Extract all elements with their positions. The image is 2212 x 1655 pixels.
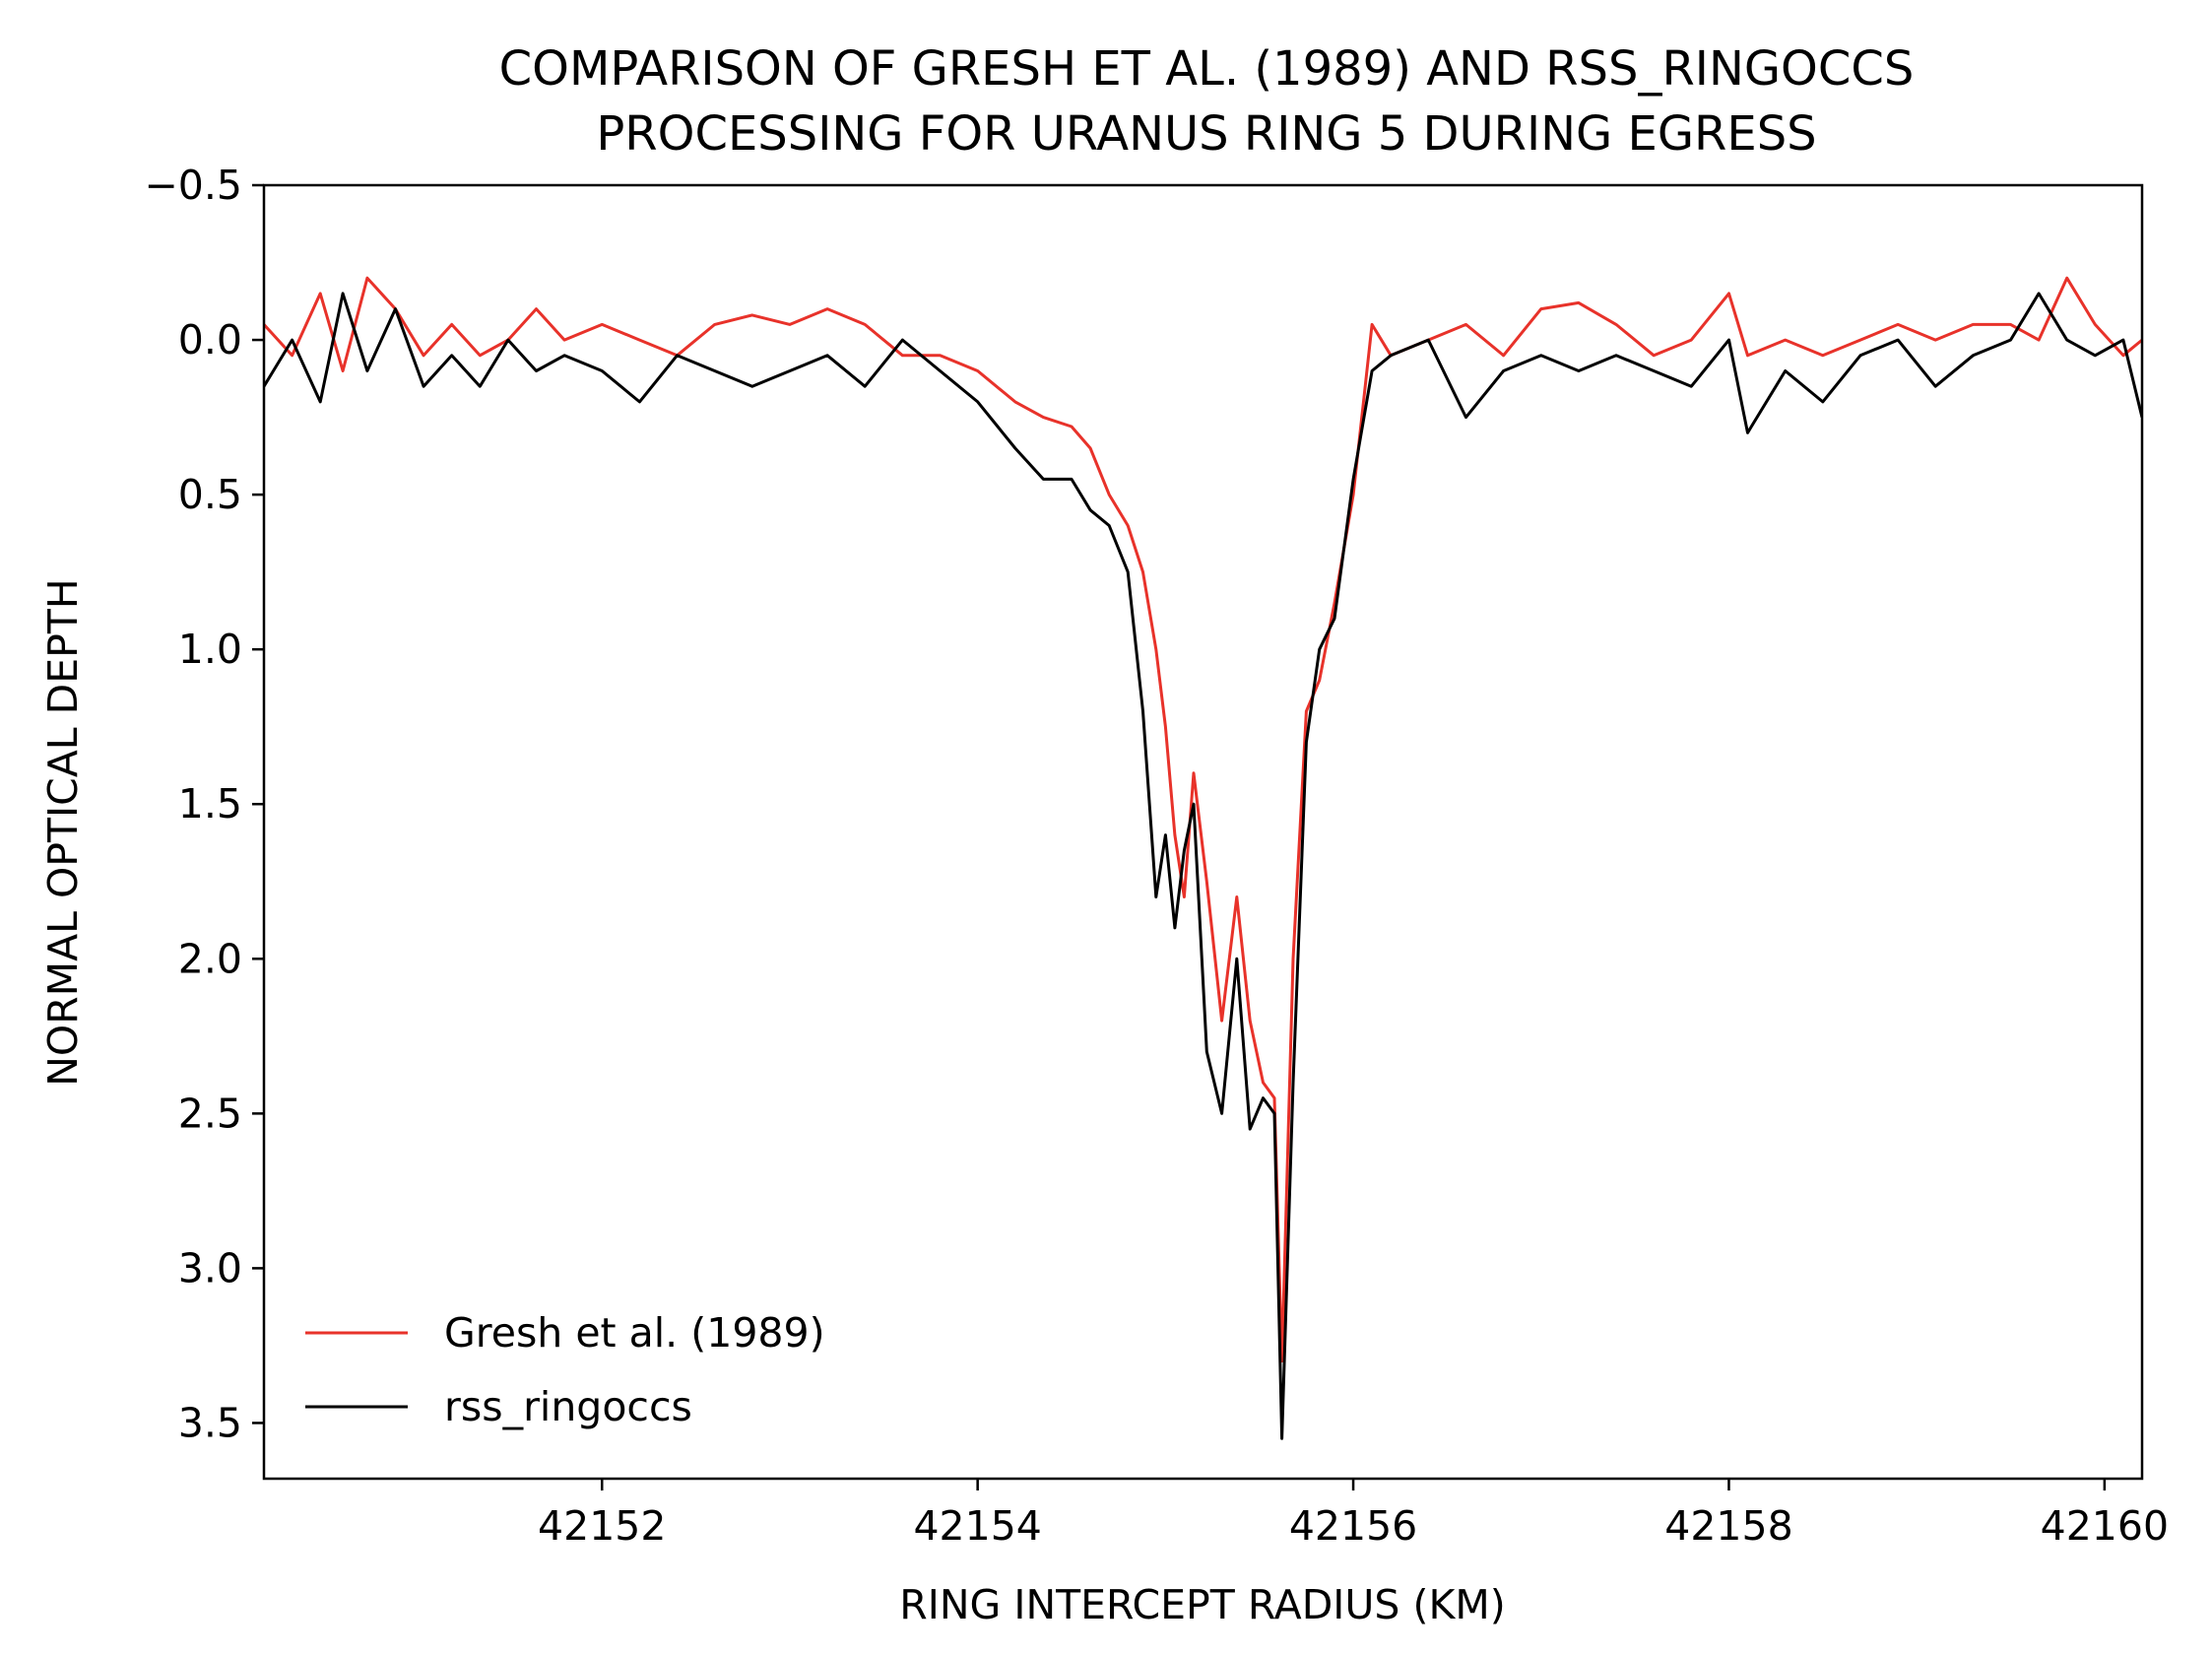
y-tick-label: 2.0 — [178, 935, 242, 982]
chart-title-line-1: COMPARISON OF GRESH ET AL. (1989) AND RS… — [499, 41, 1915, 97]
y-axis-label: NORMAL OPTICAL DEPTH — [39, 578, 87, 1086]
y-tick-label: 0.0 — [178, 316, 242, 364]
series-line-gresh — [264, 276, 2142, 1363]
x-tick-label: 42154 — [913, 1502, 1041, 1550]
x-tick-label: 42152 — [538, 1502, 666, 1550]
x-tick-label: 42160 — [2041, 1502, 2169, 1550]
y-tick-label: 0.5 — [178, 471, 242, 518]
series-line-rss-ringoccs — [264, 292, 2142, 1440]
y-tick-label: 1.0 — [178, 626, 242, 673]
y-tick-label: −0.5 — [144, 162, 242, 209]
plot-area — [262, 183, 2144, 1481]
chart-title-line-2: PROCESSING FOR URANUS RING 5 DURING EGRE… — [596, 106, 1816, 162]
y-tick-label: 2.5 — [178, 1090, 242, 1137]
legend-label-gresh: Gresh et al. (1989) — [444, 1309, 825, 1357]
y-tick-label: 1.5 — [178, 780, 242, 828]
y-axis: −0.5 0.0 0.5 1.0 1.5 2.0 2.5 3.0 3.5 — [144, 162, 264, 1446]
y-tick-label: 3.5 — [178, 1399, 242, 1446]
x-tick-label: 42156 — [1289, 1502, 1417, 1550]
x-tick-label: 42158 — [1664, 1502, 1792, 1550]
series-layer — [264, 276, 2142, 1440]
legend-label-rss: rss_ringoccs — [444, 1383, 692, 1430]
y-tick-label: 3.0 — [178, 1244, 242, 1291]
x-axis-label: RING INTERCEPT RADIUS (KM) — [899, 1581, 1505, 1628]
x-axis: 42152 42154 42156 42158 42160 — [538, 1479, 2169, 1550]
legend: Gresh et al. (1989) rss_ringoccs — [305, 1309, 825, 1430]
